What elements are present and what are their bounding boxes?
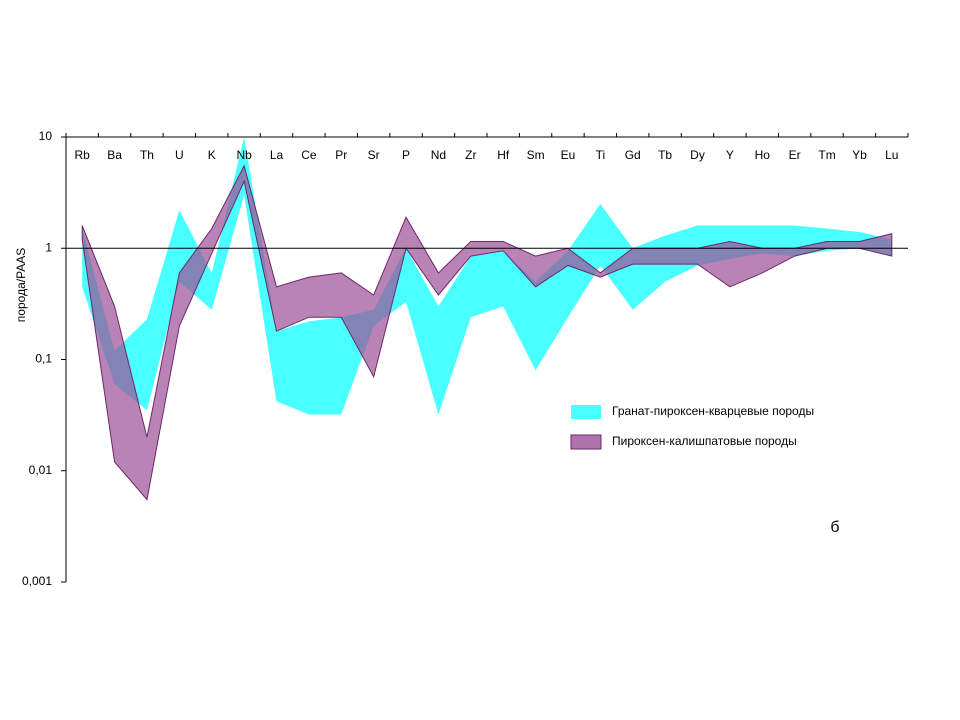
x-tick-label: Th	[140, 148, 154, 162]
x-tick-label: Dy	[690, 148, 705, 162]
x-tick-label: Rb	[75, 148, 91, 162]
x-tick-label: Y	[726, 148, 734, 162]
x-tick-label: Eu	[561, 148, 576, 162]
x-tick-label: Tm	[818, 148, 835, 162]
y-axis-label: порода/PAAS	[14, 248, 28, 322]
x-tick-label: Er	[789, 148, 801, 162]
y-tick-label: 0,001	[22, 574, 52, 588]
range-area	[82, 137, 892, 415]
x-tick-label: Zr	[465, 148, 476, 162]
x-tick-label: Ce	[301, 148, 317, 162]
x-tick-label: Hf	[497, 148, 510, 162]
x-tick-label: K	[208, 148, 216, 162]
x-tick-label: Tb	[658, 148, 672, 162]
x-tick-label: Lu	[885, 148, 898, 162]
legend-swatch	[571, 405, 601, 419]
x-tick-label: Nd	[431, 148, 446, 162]
x-tick-label: Pr	[335, 148, 347, 162]
legend-swatch	[570, 434, 602, 450]
x-tick-label: Gd	[625, 148, 641, 162]
x-tick-label: La	[270, 148, 284, 162]
x-tick-label: Ho	[755, 148, 771, 162]
range-area	[81, 164, 893, 501]
y-tick-label: 0,01	[29, 463, 53, 477]
x-tick-label: Yb	[852, 148, 867, 162]
legend-label: Пироксен-калишпатовые породы	[612, 434, 797, 448]
y-tick-label: 0,1	[35, 352, 52, 366]
x-tick-label: Ti	[596, 148, 606, 162]
legend-label: Гранат-пироксен-кварцевые породы	[612, 404, 814, 418]
x-tick-label: P	[402, 148, 410, 162]
x-tick-label: Nb	[236, 148, 252, 162]
x-tick-label: Sm	[527, 148, 545, 162]
x-tick-label: Sr	[368, 148, 380, 162]
y-tick-label: 1	[45, 240, 52, 254]
y-tick-label: 10	[39, 129, 53, 143]
annotation: б	[830, 519, 839, 536]
x-tick-label: U	[175, 148, 184, 162]
x-tick-label: Ba	[107, 148, 122, 162]
